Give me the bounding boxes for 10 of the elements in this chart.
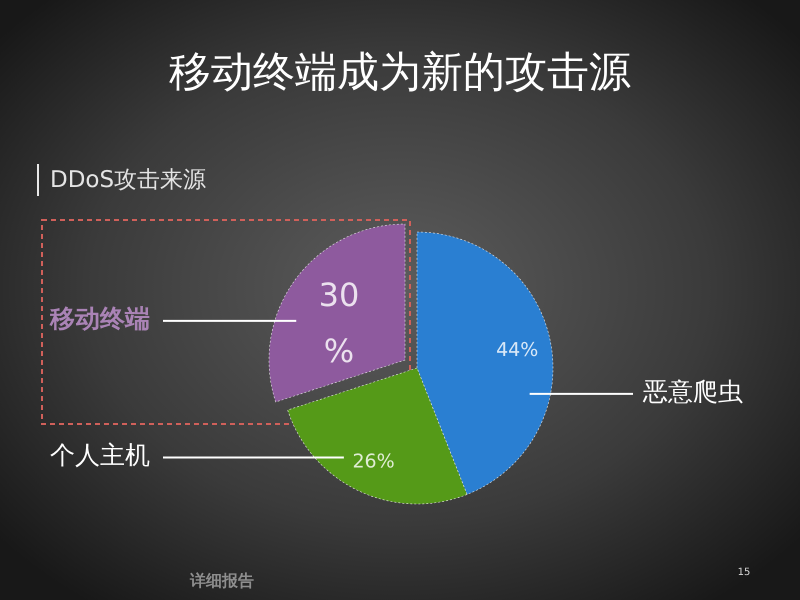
text: 15 bbox=[738, 567, 750, 578]
slice-label: 恶意爬虫 bbox=[642, 376, 743, 406]
data-label: 30% bbox=[318, 276, 360, 370]
text: 详细报告 bbox=[189, 571, 254, 590]
chart-title: 移动终端成为新的攻击源 bbox=[169, 47, 631, 96]
slice-label: 移动终端 bbox=[49, 304, 150, 333]
chart-subtitle: DDoS攻击来源 bbox=[50, 167, 206, 193]
data-label: 44% bbox=[496, 338, 538, 361]
slice-label: 个人主机 bbox=[50, 440, 150, 470]
data-label: 26% bbox=[352, 450, 395, 472]
